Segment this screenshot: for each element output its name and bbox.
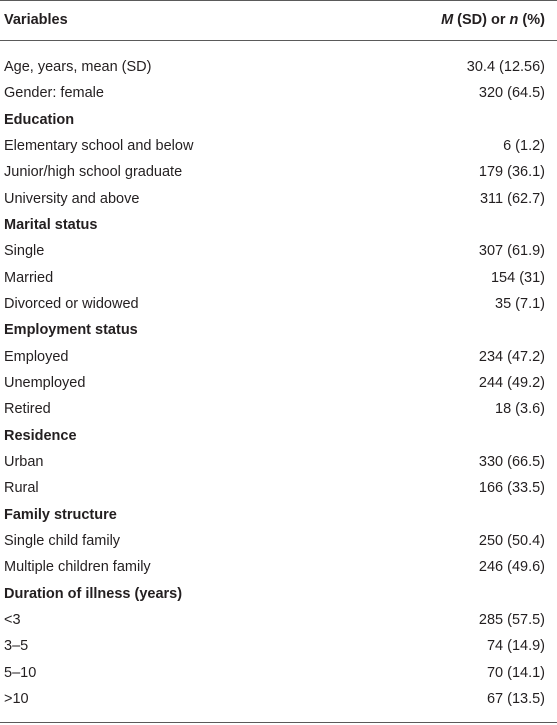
table-row: Multiple children family 246 (49.6) (0, 554, 557, 580)
header-stats: M (SD) or n (%) (441, 2, 545, 38)
table-row: Married 154 (31) (0, 265, 557, 291)
header-sd-or: (SD) or (453, 12, 510, 28)
row-value: 166 (33.5) (478, 480, 545, 497)
section-label: Employment status (4, 322, 138, 339)
bottom-rule (0, 722, 557, 723)
header-n: n (509, 12, 519, 28)
table-row: Retired 18 (3.6) (0, 396, 557, 422)
row-value: 285 (57.5) (478, 611, 545, 628)
row-label: <3 (4, 611, 21, 628)
table-row: Rural 166 (33.5) (0, 475, 557, 501)
header-m: M (441, 12, 454, 28)
table-row: Single 307 (61.9) (0, 238, 557, 264)
row-value: 74 (14.9) (486, 638, 545, 655)
row-label: Single (4, 243, 45, 260)
table-row: Elementary school and below 6 (1.2) (0, 133, 557, 159)
row-value: 35 (7.1) (495, 295, 545, 312)
row-label: 5–10 (4, 664, 37, 681)
row-value: 311 (62.7) (479, 190, 545, 207)
table-row: University and above 311 (62.7) (0, 186, 557, 212)
row-label: Urban (4, 453, 44, 470)
table-row: Unemployed 244 (49.2) (0, 370, 557, 396)
section-header-row: Marital status (0, 212, 557, 238)
header-variables: Variables (4, 12, 68, 28)
section-header-row: Family structure (0, 502, 557, 528)
row-label: >10 (4, 690, 29, 707)
row-value: 330 (66.5) (478, 453, 545, 470)
section-label: Duration of illness (years) (4, 585, 183, 602)
row-value: 154 (31) (490, 269, 545, 286)
table-row: Employed 234 (47.2) (0, 344, 557, 370)
row-value: 30.4 (12.56) (466, 59, 545, 75)
table-row: 3–5 74 (14.9) (0, 633, 557, 659)
table-row: <3 285 (57.5) (0, 607, 557, 633)
section-header-row: Residence (0, 423, 557, 449)
row-value: 307 (61.9) (478, 243, 545, 260)
row-label: Retired (4, 401, 51, 418)
table-row: 5–10 70 (14.1) (0, 660, 557, 686)
row-label: Unemployed (4, 374, 86, 391)
section-label: Family structure (4, 506, 117, 523)
row-label: 3–5 (4, 638, 29, 655)
row-value: 18 (3.6) (495, 401, 545, 418)
row-label: Junior/high school graduate (4, 164, 183, 181)
section-label: Education (4, 111, 75, 128)
row-value: 250 (50.4) (478, 532, 545, 549)
table-row: Single child family 250 (50.4) (0, 528, 557, 554)
row-label: Age, years, mean (SD) (4, 59, 152, 75)
row-value: 179 (36.1) (478, 164, 545, 181)
row-label: Gender: female (4, 85, 104, 102)
section-label: Marital status (4, 216, 98, 233)
row-label: Rural (4, 480, 39, 497)
row-label: Elementary school and below (4, 137, 194, 154)
row-value: 320 (64.5) (478, 85, 545, 102)
row-label: Married (4, 269, 54, 286)
section-header-row: Duration of illness (years) (0, 581, 557, 607)
row-value: 67 (13.5) (486, 690, 545, 707)
table-row: Junior/high school graduate 179 (36.1) (0, 159, 557, 185)
row-value: 246 (49.6) (478, 559, 545, 576)
section-label: Residence (4, 427, 77, 444)
section-header-row: Employment status (0, 317, 557, 343)
row-label: Single child family (4, 532, 121, 549)
table-row: Urban 330 (66.5) (0, 449, 557, 475)
row-value: 6 (1.2) (503, 137, 545, 154)
row-value: 70 (14.1) (486, 664, 545, 681)
row-value: 244 (49.2) (478, 374, 545, 391)
header-rule (0, 40, 557, 41)
row-label: Divorced or widowed (4, 295, 139, 312)
row-value: 234 (47.2) (478, 348, 545, 365)
table-row: >10 67 (13.5) (0, 686, 557, 712)
row-label: Multiple children family (4, 559, 151, 576)
section-header-row: Education (0, 107, 557, 133)
table-row: Age, years, mean (SD) 30.4 (12.56) (0, 54, 557, 80)
table-header: Variables M (SD) or n (%) (0, 2, 557, 38)
header-percent: (%) (518, 12, 545, 28)
row-label: University and above (4, 190, 140, 207)
row-label: Employed (4, 348, 69, 365)
top-rule (0, 0, 557, 1)
table-row: Divorced or widowed 35 (7.1) (0, 291, 557, 317)
table-row: Gender: female 320 (64.5) (0, 80, 557, 106)
